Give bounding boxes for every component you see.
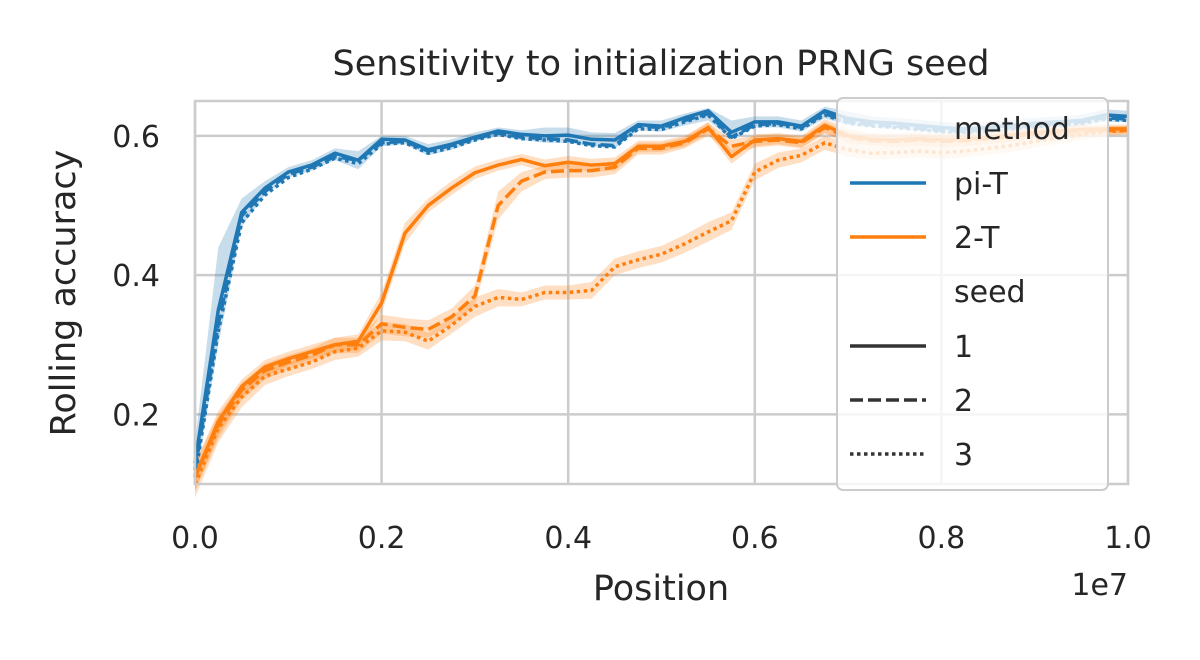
x-tick-label: 0.2 xyxy=(358,521,406,556)
x-offset-label: 1e7 xyxy=(1071,568,1128,603)
plot-frame xyxy=(193,99,1130,486)
y-tick-label: 0.2 xyxy=(112,398,160,433)
x-tick-label: 0.4 xyxy=(544,521,592,556)
x-tick-label: 0.6 xyxy=(731,521,779,556)
legend-label-seed-2: 2 xyxy=(954,384,973,419)
y-tick-labels: 0.2 0.4 0.6 xyxy=(112,120,160,434)
x-tick-label: 1.0 xyxy=(1104,521,1152,556)
x-tick-label: 0.8 xyxy=(918,521,966,556)
legend-box xyxy=(836,97,1109,491)
legend-label-2-t: 2-T xyxy=(954,221,1000,256)
legend-label-seed-1: 1 xyxy=(954,330,973,365)
series-line-2-t-seed-2 xyxy=(193,125,1128,478)
x-tick-labels: 0.0 0.2 0.4 0.6 0.8 1.0 xyxy=(171,521,1152,556)
y-axis-label: Rolling accuracy xyxy=(44,150,84,437)
y-tick-label: 0.6 xyxy=(112,120,160,155)
legend-label-seed-3: 3 xyxy=(954,438,973,473)
legend: method pi-T 2-T seed 1 2 3 xyxy=(836,97,1109,491)
confidence-bands xyxy=(195,106,1128,498)
legend-seed-title: seed xyxy=(954,275,1026,310)
y-tick-label: 0.4 xyxy=(112,259,160,294)
x-tick-label: 0.0 xyxy=(171,521,219,556)
chart-title: Sensitivity to initialization PRNG seed xyxy=(333,44,990,84)
legend-method-title: method xyxy=(954,112,1070,147)
x-axis-label: Position xyxy=(593,569,729,609)
band-2-t-seed-1 xyxy=(195,119,1128,491)
legend-label-pi-t: pi-T xyxy=(954,167,1008,202)
